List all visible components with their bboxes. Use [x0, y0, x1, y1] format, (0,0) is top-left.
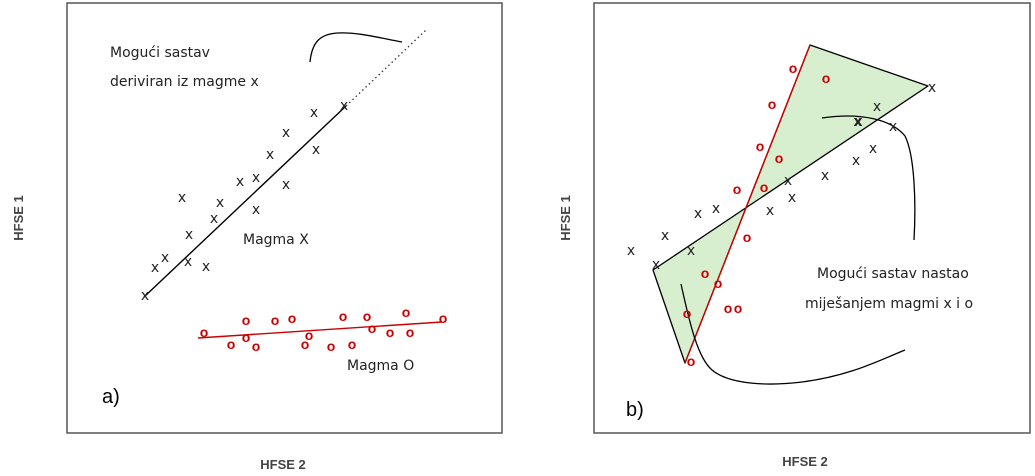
panel-a-trend-line-o: [197, 321, 443, 339]
panel-b-frame: [593, 2, 1031, 434]
panel-a-x-axis-title: HFSE 2: [260, 457, 306, 472]
panel-b-o-point: o: [683, 305, 692, 321]
panel-a-o-point: o: [327, 338, 336, 354]
panel-a-x-point: x: [161, 250, 169, 266]
panel-b-y-axis-title: HFSE 1: [558, 195, 573, 241]
panel-a-x-point: x: [178, 190, 186, 206]
panel-a-x-point: x: [252, 170, 260, 186]
panel-a-o-point: o: [271, 312, 280, 328]
panel-a-o-point: o: [242, 312, 251, 328]
panel-b-o-point: o: [822, 70, 831, 86]
panel-a-trend-line-x: [143, 105, 347, 298]
panel-b-o-point: o: [701, 265, 710, 281]
panel-b-callout-curve: [821, 115, 916, 241]
panel-b-x-point: x: [766, 203, 774, 219]
panel-b-red-line: [684, 44, 811, 364]
panel-b-o-point: o: [775, 150, 784, 166]
panel-b-letter: b): [626, 399, 644, 421]
panel-b-x-point: x: [652, 257, 660, 273]
panel-a-y-axis-title: HFSE 1: [11, 195, 26, 241]
panel-a-o-point: o: [339, 308, 348, 324]
panel-a-o-point: o: [252, 338, 261, 354]
panel-a-x-point: x: [151, 260, 159, 276]
panel-a-o-point: o: [200, 324, 209, 340]
panel-b-o-point: o: [756, 138, 765, 154]
panel-a-o-point: o: [305, 327, 314, 343]
panel-b-o-point: o: [743, 229, 752, 245]
panel-b-o-point: o: [733, 181, 742, 197]
panel-b-x-point: x: [788, 190, 796, 206]
panel-b-x-point: x: [873, 99, 881, 115]
panel-b-x-point: x: [784, 173, 792, 189]
panel-a-trend-extension-dotted: [345, 29, 427, 107]
panel-a-o-point: o: [402, 304, 411, 320]
panel-a-x-point: x: [340, 98, 348, 114]
panel-a-x-point: x: [185, 227, 193, 243]
panel-a-x-point: x: [310, 105, 318, 121]
panel-a-annotation-derived-line1: Mogući sastav: [110, 45, 210, 61]
panel-a-o-point: o: [301, 336, 310, 352]
panel-b-x-point: x: [687, 243, 695, 259]
panel-a-annotation-derived-line2: deriviran iz magme x: [110, 74, 259, 90]
panel-b-annotation-mixing-line1: Mogući sastav nastao: [817, 266, 969, 282]
panel-b-x-point: x: [869, 141, 877, 157]
panel-b-inner-curve: [680, 283, 906, 385]
panel-b-x-point: x: [928, 80, 936, 96]
panel-b-o-point: o: [760, 179, 769, 195]
panel-a: HFSE 1 HFSE 2 Mogući sastav deriviran iz…: [11, 2, 503, 472]
panel-a-letter: a): [102, 386, 120, 408]
panel-b-o-point: o: [734, 300, 743, 316]
panel-b-x-axis-title: HFSE 2: [782, 454, 828, 469]
panel-a-o-point: o: [242, 329, 251, 345]
panel-a-o-point: o: [406, 324, 415, 340]
panel-a-callout-curve: [309, 32, 403, 63]
panel-b-o-point: o: [724, 300, 733, 316]
panel-b-x-point: x: [889, 119, 897, 135]
panel-b-o-point: o: [789, 60, 798, 76]
panel-a-o-point: o: [368, 320, 377, 336]
panel-a-o-point: o: [288, 310, 297, 326]
panel-b-x-point: x: [694, 206, 702, 222]
panel-a-x-point: x: [202, 259, 210, 275]
panel-a-o-point: o: [227, 336, 236, 352]
panel-b-o-point: o: [714, 275, 723, 291]
panel-a-x-point: x: [252, 202, 260, 218]
panel-a-o-point: o: [363, 308, 372, 324]
panel-a-x-point: x: [216, 195, 224, 211]
panel-a-frame: [66, 2, 503, 434]
panel-a-label-magma-o: Magma O: [347, 358, 414, 374]
panel-b-x-point: x: [712, 201, 720, 217]
panel-a-o-point: o: [348, 336, 357, 352]
panel-b-x-point: x: [661, 228, 669, 244]
panel-a-x-point: x: [266, 147, 274, 163]
panel-a-x-point: x: [312, 142, 320, 158]
panel-b-annotation-mixing-line2: miješanjem magmi x i o: [805, 296, 973, 312]
panel-b-x-point: x: [627, 243, 635, 259]
panel-a-o-point: o: [439, 310, 448, 326]
panel-a-label-magma-x: Magma X: [243, 232, 309, 248]
panel-b-o-point: o: [768, 96, 777, 112]
panel-a-x-point: x: [282, 177, 290, 193]
panel-a-x-point: x: [282, 125, 290, 141]
panel-b-o-point: o: [687, 353, 696, 369]
panel-b-x-point-bold: x: [853, 114, 862, 130]
panel-a-o-point: o: [386, 324, 395, 340]
panel-a-x-point: x: [210, 211, 218, 227]
panel-a-x-point: x: [236, 174, 244, 190]
panel-b-x-point: x: [852, 153, 860, 169]
panel-a-x-point: x: [184, 254, 192, 270]
panel-b-x-point: x: [821, 168, 829, 184]
panel-a-x-point: x: [141, 288, 149, 304]
